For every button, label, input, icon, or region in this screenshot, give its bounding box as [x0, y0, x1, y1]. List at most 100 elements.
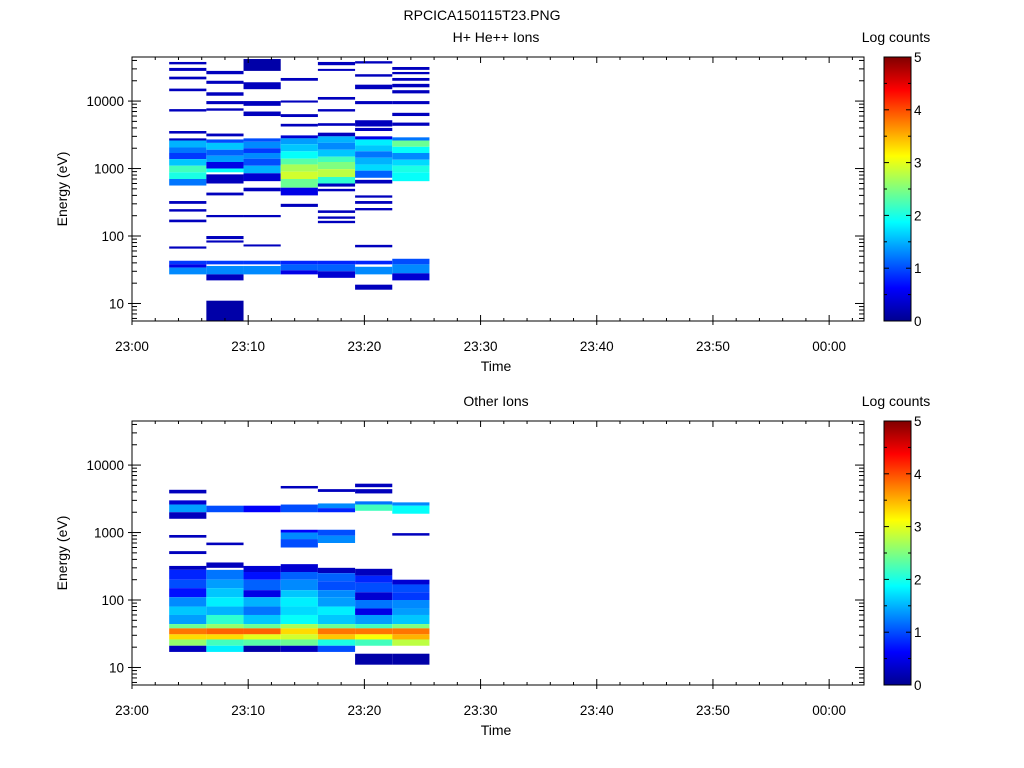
heatmap-cell: [392, 90, 430, 94]
heatmap-cell: [243, 165, 281, 174]
heatmap-cell: [206, 634, 244, 640]
heatmap-cell: [169, 147, 207, 153]
heatmap-cell: [206, 80, 244, 84]
heatmap-cell: [280, 572, 318, 580]
heatmap-cell: [317, 169, 356, 177]
heatmap-cell: [169, 489, 207, 494]
heatmap-cell: [169, 109, 207, 112]
heatmap-cell: [392, 83, 430, 88]
heatmap-cell: [206, 639, 244, 646]
heatmap-cell: [392, 264, 430, 274]
colorbar-tick-label: 1: [914, 261, 922, 276]
heatmap-cell: [243, 572, 281, 580]
heatmap-cell: [206, 562, 244, 568]
heatmap-cell: [206, 162, 244, 169]
heatmap-cell: [392, 639, 430, 646]
heatmap-cell: [317, 581, 356, 591]
heatmap-cell: [280, 187, 318, 196]
heatmap-cell: [392, 628, 430, 635]
page-title: RPCICA150115T23.PNG: [404, 7, 561, 23]
heatmap-cell: [317, 68, 356, 71]
x-tick-label: 23:00: [115, 339, 149, 354]
heatmap-cell: [392, 592, 430, 601]
heatmap-cell: [243, 82, 281, 90]
heatmap-cell: [355, 74, 393, 77]
heatmap-cell: [355, 120, 393, 127]
colorbar-tick-label: 0: [914, 678, 922, 693]
heatmap-cell: [317, 597, 356, 607]
heatmap-cell: [392, 533, 430, 536]
colorbar-tick-label: 4: [914, 467, 922, 482]
heatmap-cell: [243, 614, 281, 625]
colorbar-label: Log counts: [862, 393, 931, 409]
heatmap-cell: [280, 579, 318, 591]
colorbar-tick-label: 0: [914, 314, 922, 329]
heatmap-cell: [169, 628, 207, 635]
x-axis-label: Time: [481, 722, 512, 738]
heatmap-cell: [169, 606, 207, 615]
heatmap-cell: [169, 140, 207, 148]
heatmap-cells: [169, 483, 430, 665]
colorbar-tick-label: 2: [914, 208, 922, 223]
heatmap-cell: [243, 265, 281, 275]
heatmap-cell: [206, 133, 244, 137]
heatmap-cell: [355, 208, 393, 211]
panel-title: Other Ions: [463, 393, 528, 409]
x-tick-label: 23:40: [580, 339, 614, 354]
heatmap-cell: [243, 579, 281, 591]
heatmap-cell: [392, 624, 430, 629]
heatmap-cell: [392, 502, 430, 506]
heatmap-cell: [317, 216, 356, 219]
heatmap-cell: [206, 542, 244, 546]
heatmap-cell: [355, 489, 393, 494]
heatmap-cell: [280, 144, 318, 152]
heatmap-cell: [280, 135, 318, 139]
heatmap-cell: [392, 505, 430, 514]
heatmap-cell: [169, 534, 207, 538]
heatmap-cell: [243, 505, 281, 513]
heatmap-cell: [206, 192, 244, 196]
heatmap-cell: [355, 483, 393, 488]
heatmap-cell: [317, 109, 356, 112]
y-tick-label: 100: [101, 593, 124, 608]
heatmap-cell: [169, 152, 207, 160]
heatmap-cell: [243, 606, 281, 615]
heatmap-cell: [206, 236, 244, 240]
heatmap-cell: [280, 590, 318, 598]
heatmap-cell: [317, 628, 356, 635]
heatmap-cell: [280, 123, 318, 127]
colorbar-tick-label: 5: [914, 50, 922, 65]
heatmap-cell: [355, 501, 393, 505]
y-axis-label: Energy (eV): [54, 152, 70, 227]
heatmap-cell: [243, 141, 281, 149]
heatmap-cell: [392, 140, 430, 147]
heatmap-cell: [243, 173, 281, 182]
heatmap-cell: [392, 165, 430, 173]
heatmap-cell: [317, 210, 356, 213]
heatmap-cell: [169, 565, 207, 570]
heatmap-cell: [355, 628, 393, 635]
heatmap-cell: [280, 203, 318, 207]
heatmap-cell: [392, 172, 430, 182]
heatmap-cell: [280, 624, 318, 629]
heatmap-cell: [169, 634, 207, 640]
heatmap-cell: [243, 111, 281, 117]
heatmap-cell: [280, 151, 318, 159]
heatmap-cell: [392, 112, 430, 117]
heatmap-cell: [169, 159, 207, 166]
heatmap-cell: [169, 639, 207, 646]
heatmap-cell: [317, 590, 356, 598]
heatmap-cell: [206, 142, 244, 150]
heatmap-cell: [392, 258, 430, 265]
heatmap-cell: [317, 573, 356, 582]
heatmap-cell: [243, 187, 281, 192]
heatmap-cell: [243, 565, 281, 573]
colorbar-tick-label: 1: [914, 625, 922, 640]
heatmap-cell: [243, 597, 281, 607]
heatmap-cell: [169, 209, 207, 212]
heatmap-cell: [280, 606, 318, 615]
heatmap-cell: [169, 624, 207, 629]
heatmap-cell: [243, 138, 281, 142]
heatmap-cell: [169, 597, 207, 607]
heatmap-cell: [243, 639, 281, 646]
